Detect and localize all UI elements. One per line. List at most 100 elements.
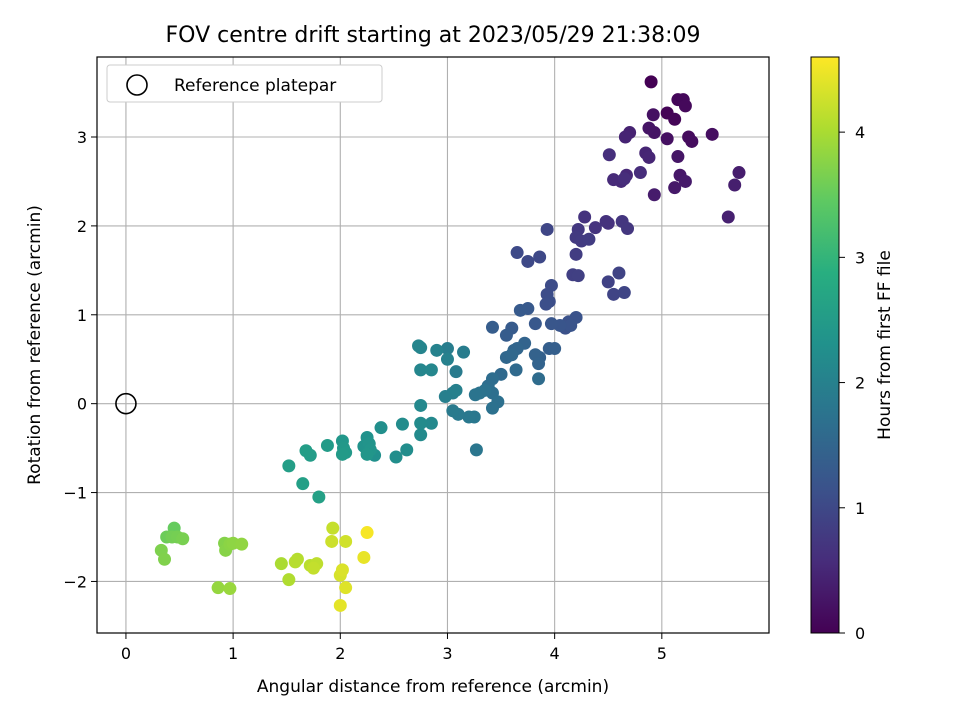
data-point	[339, 581, 353, 595]
data-point	[274, 557, 288, 571]
data-point	[320, 438, 334, 452]
data-point	[601, 275, 615, 289]
data-point	[424, 363, 438, 377]
legend-box	[106, 64, 383, 103]
data-point	[548, 342, 562, 356]
y-tick-label: 0	[77, 395, 87, 414]
colorbar-tick-label: 4	[855, 123, 865, 142]
data-point	[599, 214, 613, 228]
data-point	[513, 303, 527, 317]
data-point	[617, 286, 631, 300]
data-point	[440, 342, 454, 356]
x-tick-label: 2	[335, 644, 345, 663]
plot-frame	[96, 56, 770, 634]
data-point	[646, 108, 660, 122]
data-point	[469, 443, 483, 457]
data-point	[660, 132, 674, 146]
colorbar-tick-label: 2	[855, 374, 865, 393]
colorbar-tick-label: 0	[855, 624, 865, 643]
data-point	[678, 174, 692, 188]
y-tick-label: 2	[77, 217, 87, 236]
data-point	[564, 318, 578, 332]
data-point	[449, 365, 463, 379]
data-point	[642, 150, 656, 164]
data-point	[612, 266, 626, 280]
y-tick-label: −2	[63, 572, 87, 591]
data-point	[211, 581, 225, 595]
data-point	[521, 254, 535, 268]
y-tick-label: −1	[63, 484, 87, 503]
data-point	[438, 390, 452, 404]
data-point	[357, 550, 371, 564]
data-point	[446, 404, 460, 418]
data-point	[607, 173, 621, 187]
data-point	[326, 521, 340, 535]
x-axis-label: Angular distance from reference (arcmin)	[257, 677, 609, 697]
x-tick-label: 4	[550, 644, 560, 663]
reference-platepar-marker	[115, 392, 137, 415]
data-point	[158, 552, 172, 566]
data-point	[571, 269, 585, 283]
data-point	[505, 348, 519, 362]
data-point	[485, 320, 499, 334]
data-point	[414, 428, 428, 442]
data-point	[176, 532, 190, 546]
data-point	[617, 172, 631, 186]
data-point	[668, 181, 682, 195]
data-point	[335, 447, 349, 461]
data-point	[414, 398, 428, 412]
x-tick-label: 3	[442, 644, 452, 663]
data-point	[414, 363, 428, 377]
colorbar-label: Hours from first FF file	[875, 250, 895, 440]
data-point	[468, 388, 482, 402]
data-point	[440, 352, 454, 366]
data-point	[424, 416, 438, 430]
data-point	[588, 221, 602, 235]
data-point	[602, 148, 616, 162]
data-point	[400, 443, 414, 457]
data-point	[728, 178, 742, 192]
data-point	[299, 444, 313, 458]
data-point	[618, 130, 632, 144]
data-point	[544, 317, 558, 331]
y-axis-label: Rotation from reference (arcmin)	[25, 205, 45, 485]
colorbar-tick-label: 1	[855, 499, 865, 518]
data-point	[528, 317, 542, 331]
data-point	[533, 250, 547, 264]
data-point	[509, 363, 523, 377]
x-tick-label: 5	[657, 644, 667, 663]
data-point	[223, 582, 237, 596]
colorbar-tick-label: 3	[855, 248, 865, 267]
chart-title: FOV centre drift starting at 2023/05/29 …	[166, 23, 701, 48]
data-point	[412, 339, 426, 353]
colorbar-ticks: 0 1 2 3 4	[839, 123, 865, 643]
data-point	[647, 188, 661, 202]
data-point	[642, 121, 656, 135]
data-point	[282, 573, 296, 587]
data-point	[360, 526, 374, 540]
data-point	[607, 287, 621, 301]
data-point	[288, 555, 302, 569]
data-point	[296, 477, 310, 491]
data-point	[395, 417, 409, 431]
data-point	[644, 75, 658, 89]
data-point	[462, 410, 476, 424]
data-point	[325, 534, 339, 548]
data-point	[705, 127, 719, 141]
data-point	[339, 534, 353, 548]
data-point	[235, 537, 249, 551]
data-point	[578, 210, 592, 224]
data-point	[485, 401, 499, 415]
data-point	[510, 246, 524, 260]
legend: Reference platepar	[106, 64, 383, 103]
legend-label: Reference platepar	[174, 76, 336, 96]
x-axis-ticks: 0 1 2 3 4 5	[121, 633, 667, 663]
data-point	[532, 372, 546, 386]
data-point	[430, 343, 444, 357]
data-point	[499, 328, 513, 342]
x-tick-label: 1	[228, 644, 238, 663]
data-point	[633, 166, 647, 180]
data-point	[532, 357, 546, 371]
data-point	[389, 450, 403, 464]
